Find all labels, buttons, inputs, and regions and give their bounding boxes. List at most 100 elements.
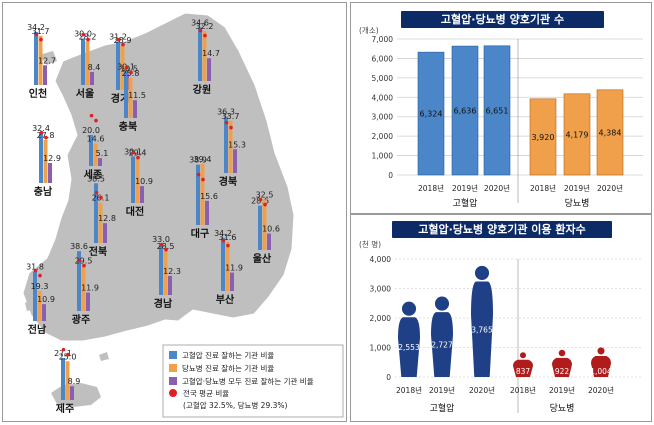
x-tick-label: 2019년 [452, 183, 478, 193]
region-bar-인천-0 [34, 31, 38, 86]
national-avg-marker-dm [263, 202, 267, 207]
national-avg-marker-dm [201, 177, 205, 182]
region-제주: 27.125.0 8.9 제주 [54, 347, 81, 415]
region-대전: 30.129.410.9대전 [124, 147, 153, 218]
region-전북: 38.526.112.8전북 [87, 174, 116, 258]
facility-count-panel: 고혈압·당뇨병 양호기관 수 (개소) 0 1,000 2,000 3,000 4,000… [350, 2, 652, 214]
region-bar-대구-0 [196, 164, 200, 225]
region-bar-전북-2 [103, 223, 107, 243]
patient-value-label: 837 [516, 367, 531, 376]
region-bar-경기-1 [120, 45, 125, 90]
facility-value-label: 4,384 [599, 128, 622, 137]
region-name-서울: 서울 [76, 87, 94, 100]
map-chart: 34.231.712.7인천30.028.28.4서울31.228.910.5경… [22, 12, 344, 418]
y-tick-label: 6,000 [372, 54, 394, 63]
region-value-제주-2: 8.9 [68, 377, 81, 386]
region-value-경남-1: 28.5 [157, 242, 175, 251]
region-name-광주: 광주 [72, 314, 90, 326]
facility-bar-고혈압-2018년 [417, 51, 445, 176]
group-label-고혈압: 고혈압 [430, 402, 455, 414]
y-tick-label: 2,000 [372, 132, 394, 141]
region-value-전북-0: 38.5 [87, 174, 105, 183]
patient-value-label: 2,727 [431, 341, 453, 350]
region-value-울산-2: 10.6 [262, 225, 280, 234]
x-tick-label: 2019년 [429, 385, 455, 395]
y-tick-label: 3,000 [372, 113, 394, 122]
y-axis-unit: (천 명) [359, 239, 381, 249]
national-avg-marker-ht [258, 197, 263, 202]
national-avg-marker-dm [136, 155, 140, 160]
region-value-강원-0: 34.6 [191, 18, 209, 27]
y-tick-label: 0 [388, 171, 393, 180]
x-tick-label: 2018년 [396, 385, 422, 395]
facility-value-label: 3,920 [532, 133, 555, 142]
region-bar-대전-0 [131, 156, 135, 203]
region-bar-충남-0 [39, 132, 43, 183]
y-tick-label: 1,000 [372, 152, 394, 161]
patient-person-당뇨병-2019년 [552, 349, 572, 377]
region-name-충북: 충북 [119, 120, 137, 133]
facility-count-chart: (개소) 0 1,000 2,000 3,000 4,000 5,000 6,000 7,000… [359, 25, 643, 209]
patient-value-label: 1,004 [590, 367, 612, 376]
region-value-경북-2: 15.3 [228, 140, 246, 149]
region-name-울산: 울산 [253, 252, 272, 265]
patient-value-label: 2,553 [398, 343, 420, 352]
patient-value-label: 922 [555, 367, 570, 376]
y-axis-unit: (개소) [359, 25, 379, 35]
national-avg-marker-dm [121, 42, 125, 47]
x-tick-label: 2018년 [510, 385, 536, 395]
patient-person-고혈압-2019년 [431, 296, 453, 377]
region-대구: 38.939.4 15.6 대구 [189, 155, 218, 240]
y-tick-label: 5,000 [372, 74, 394, 83]
national-avg-marker-dm [129, 70, 133, 75]
x-tick-label: 2020년 [597, 183, 623, 193]
region-value-세종-1: 14.6 [87, 134, 105, 143]
group-label-당뇨병: 당뇨병 [565, 198, 590, 209]
region-value-경기-0: 31.2 [109, 33, 127, 42]
region-value-인천-0: 34.2 [27, 23, 45, 32]
facility-value-label: 6,651 [486, 106, 509, 115]
person-body [552, 357, 572, 377]
national-avg-marker-dm [94, 118, 98, 123]
legend-label-3: 전국 평균 비율 [183, 388, 229, 398]
region-value-서울-1: 28.2 [79, 32, 97, 41]
region-bar-대구-2 [205, 200, 209, 225]
national-avg-marker-ht [89, 113, 94, 118]
facility-value-label: 6,324 [420, 110, 443, 119]
person-head [434, 296, 450, 311]
national-avg-marker-dm [82, 263, 86, 268]
region-bar-광주-2 [86, 292, 90, 311]
region-bar-경남-0 [159, 243, 163, 295]
region-name-전북: 전북 [89, 245, 107, 258]
region-value-부산-2: 11.9 [225, 264, 243, 273]
national-avg-marker-ht [124, 65, 129, 70]
national-avg-marker-ht [81, 32, 86, 37]
person-body [398, 317, 420, 377]
legend-label-4: (고혈압 32.5%, 당뇨병 29.3%) [183, 400, 288, 410]
region-bar-대전-1 [135, 157, 140, 203]
facility-bar-고혈압-2019년 [451, 45, 479, 176]
region-bar-서울-1 [85, 41, 90, 85]
x-tick-label: 2019년 [549, 385, 575, 395]
national-avg-marker-ht [221, 238, 226, 243]
region-name-경남: 경남 [154, 297, 173, 310]
national-avg-marker-ht [34, 32, 39, 37]
region-bar-충남-1 [43, 139, 48, 183]
region-bar-전남-0 [33, 271, 37, 321]
person-body [591, 355, 611, 377]
region-광주: 38.6 29.5 11.9 광주 [70, 242, 99, 326]
national-avg-marker-ht [77, 258, 82, 263]
region-bar-부산-0 [221, 237, 225, 291]
map-panel: 34.231.712.7인천30.028.28.4서울31.228.910.5경… [2, 2, 347, 422]
region-value-인천-2: 12.7 [38, 56, 56, 65]
region-강원: 34.632.2 14.7 강원 [191, 18, 220, 96]
y-tick-label: 0 [386, 373, 391, 382]
region-value-전북-2: 12.8 [98, 214, 116, 223]
region-인천: 34.231.7 12.7 인천 [27, 23, 56, 100]
region-bar-경남-1 [163, 250, 168, 295]
region-bar-충북-0 [124, 71, 128, 118]
region-value-전남-0: 31.8 [26, 263, 44, 272]
region-bar-인천-2 [43, 65, 47, 85]
region-value-울산-1: 32.5 [256, 191, 274, 200]
y-tick-label: 3,000 [370, 285, 392, 294]
